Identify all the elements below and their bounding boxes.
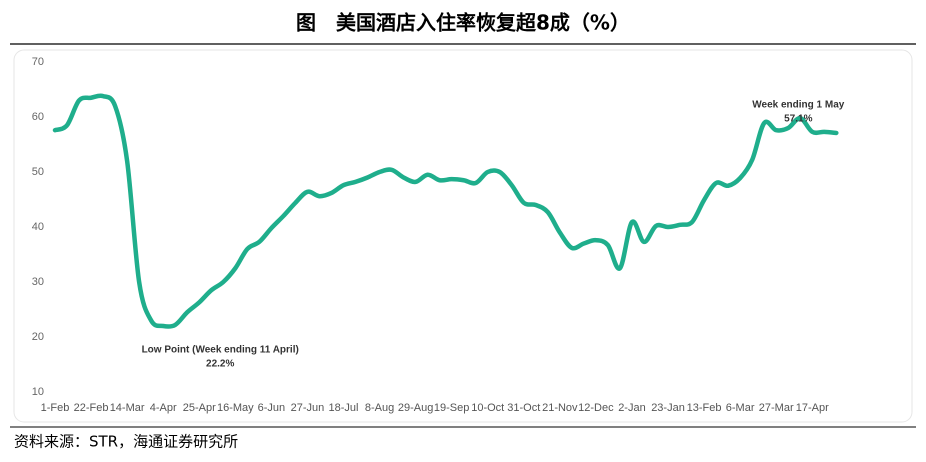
x-tick-label: 22-Feb [74, 402, 109, 414]
plot-frame [13, 49, 913, 423]
x-tick-label: 16-May [217, 402, 254, 414]
source-note: 资料来源：STR，海通证券研究所 [14, 433, 238, 451]
x-tick-label: 6-Jun [258, 402, 286, 414]
y-tick-label: 10 [32, 386, 44, 398]
x-tick-label: 17-Apr [796, 402, 829, 414]
y-tick-label: 40 [32, 221, 44, 233]
x-tick-label: 6-Mar [726, 402, 755, 414]
annotation-value: 22.2% [206, 359, 234, 370]
x-tick-label: 18-Jul [328, 402, 358, 414]
annotation-text: Week ending 1 May [752, 100, 845, 111]
x-tick-label: 12-Dec [578, 402, 614, 414]
x-tick-label: 23-Jan [651, 402, 685, 414]
y-tick-label: 20 [32, 331, 44, 343]
line-series [52, 93, 839, 329]
y-tick-label: 50 [32, 166, 44, 178]
x-tick-label: 8-Aug [365, 402, 394, 414]
x-tick-label: 21-Nov [542, 402, 578, 414]
x-tick-label: 1-Feb [41, 402, 70, 414]
chart-title: 图 美国酒店入住率恢复超8成（%） [296, 11, 630, 35]
annotation-value: 57.1% [784, 114, 812, 125]
y-tick-label: 70 [32, 56, 44, 68]
y-tick-label: 60 [32, 111, 44, 123]
x-tick-label: 13-Feb [687, 402, 722, 414]
y-tick-label: 30 [32, 276, 44, 288]
annotation-text: Low Point (Week ending 11 April) [142, 345, 299, 356]
x-tick-label: 27-Mar [759, 402, 794, 414]
x-tick-label: 31-Oct [507, 402, 540, 414]
x-tick-label: 25-Apr [183, 402, 216, 414]
x-tick-label: 14-Mar [110, 402, 145, 414]
x-tick-label: 2-Jan [618, 402, 646, 414]
x-tick-label: 29-Aug [398, 402, 433, 414]
x-tick-label: 27-Jun [291, 402, 325, 414]
x-tick-label: 10-Oct [471, 402, 504, 414]
x-tick-label: 19-Sep [434, 402, 469, 414]
x-tick-label: 4-Apr [150, 402, 177, 414]
